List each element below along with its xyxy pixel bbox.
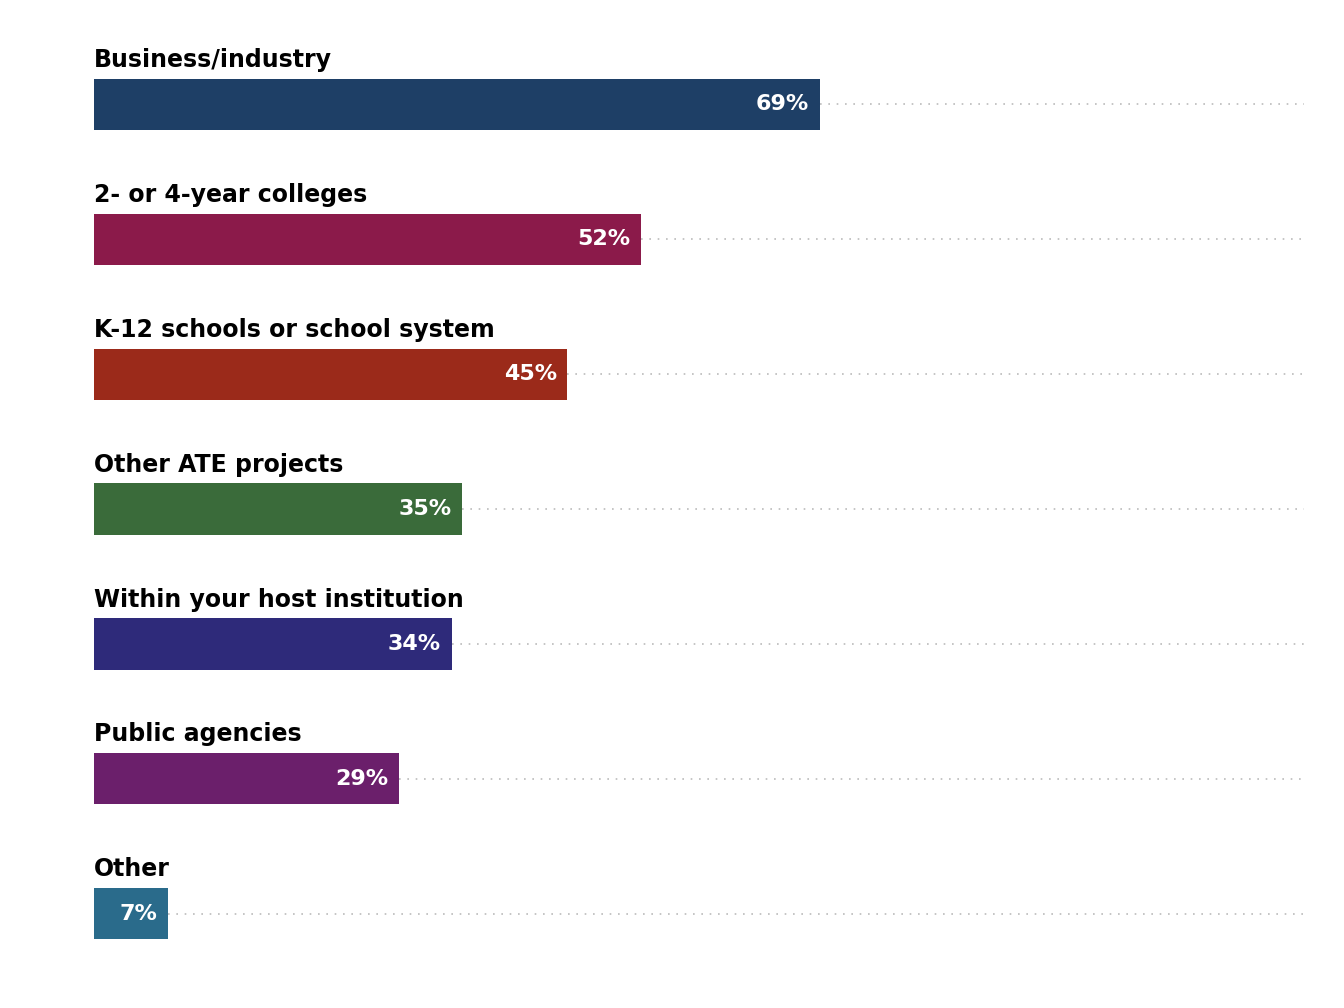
Bar xyxy=(94,214,641,265)
Text: 69%: 69% xyxy=(757,95,809,115)
Text: K-12 schools or school system: K-12 schools or school system xyxy=(94,318,495,342)
Bar xyxy=(94,888,168,939)
Text: 35%: 35% xyxy=(399,499,452,519)
Text: 7%: 7% xyxy=(120,903,157,923)
Text: Business/industry: Business/industry xyxy=(94,48,332,72)
Text: 45%: 45% xyxy=(504,364,556,384)
Text: Other ATE projects: Other ATE projects xyxy=(94,453,344,477)
Bar xyxy=(94,753,399,804)
Text: 52%: 52% xyxy=(578,229,630,249)
Bar xyxy=(94,349,567,400)
Bar xyxy=(94,79,820,130)
Text: 34%: 34% xyxy=(388,634,441,654)
Text: Within your host institution: Within your host institution xyxy=(94,588,464,612)
Text: 2- or 4-year colleges: 2- or 4-year colleges xyxy=(94,182,367,207)
Text: Public agencies: Public agencies xyxy=(94,723,301,746)
Text: Other: Other xyxy=(94,857,169,881)
Text: 29%: 29% xyxy=(336,769,388,789)
Bar xyxy=(94,484,462,534)
Bar xyxy=(94,618,452,669)
